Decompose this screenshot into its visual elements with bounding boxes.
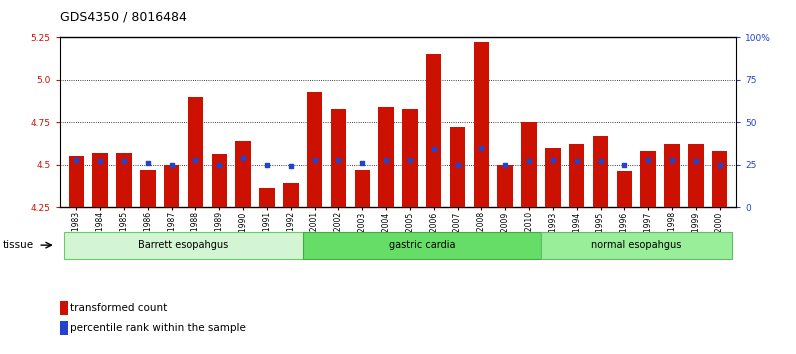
Bar	[545, 148, 560, 207]
Bar	[60, 301, 68, 314]
Text: GDS4350 / 8016484: GDS4350 / 8016484	[60, 11, 186, 24]
Bar	[116, 153, 132, 207]
Bar	[593, 136, 608, 207]
Point	[642, 157, 654, 162]
Bar	[92, 153, 108, 207]
Point	[308, 157, 321, 162]
Bar	[641, 151, 656, 207]
Bar	[712, 151, 728, 207]
Point	[523, 158, 536, 164]
Point	[475, 145, 488, 150]
Bar	[164, 165, 179, 207]
Point	[284, 164, 297, 169]
Bar	[474, 42, 489, 207]
Point	[142, 160, 154, 166]
Point	[166, 162, 178, 167]
Point	[118, 158, 131, 164]
Bar	[402, 109, 418, 207]
Bar	[283, 183, 298, 207]
Bar	[569, 144, 584, 207]
Point	[547, 157, 560, 162]
Bar	[521, 122, 537, 207]
Bar	[212, 154, 227, 207]
Point	[189, 157, 202, 162]
Text: tissue: tissue	[3, 240, 34, 250]
Bar	[236, 141, 251, 207]
Bar	[68, 156, 84, 207]
Bar	[188, 97, 203, 207]
Bar	[498, 165, 513, 207]
Point	[665, 157, 678, 162]
Text: percentile rank within the sample: percentile rank within the sample	[70, 323, 246, 333]
Bar	[450, 127, 466, 207]
Bar	[426, 54, 442, 207]
FancyBboxPatch shape	[541, 232, 732, 259]
Text: gastric cardia: gastric cardia	[388, 240, 455, 250]
Bar	[259, 188, 275, 207]
Point	[689, 158, 702, 164]
Point	[94, 158, 107, 164]
Point	[356, 160, 369, 166]
Bar	[688, 144, 704, 207]
Bar	[307, 92, 322, 207]
Text: normal esopahgus: normal esopahgus	[591, 240, 681, 250]
FancyBboxPatch shape	[302, 232, 541, 259]
Point	[713, 162, 726, 167]
Point	[70, 157, 83, 162]
Point	[618, 162, 630, 167]
Point	[451, 162, 464, 167]
Bar	[60, 321, 68, 335]
Point	[380, 157, 392, 162]
Point	[236, 155, 249, 161]
Bar	[378, 107, 394, 207]
Text: Barrett esopahgus: Barrett esopahgus	[139, 240, 228, 250]
Bar	[617, 171, 632, 207]
Point	[427, 147, 440, 152]
Point	[404, 157, 416, 162]
Bar	[354, 170, 370, 207]
Bar	[330, 109, 346, 207]
Point	[332, 157, 345, 162]
Bar	[140, 170, 155, 207]
Point	[570, 158, 583, 164]
Point	[499, 162, 512, 167]
Point	[260, 162, 273, 167]
Point	[594, 158, 607, 164]
Text: transformed count: transformed count	[70, 303, 168, 313]
Point	[213, 162, 226, 167]
FancyBboxPatch shape	[64, 232, 302, 259]
Bar	[664, 144, 680, 207]
